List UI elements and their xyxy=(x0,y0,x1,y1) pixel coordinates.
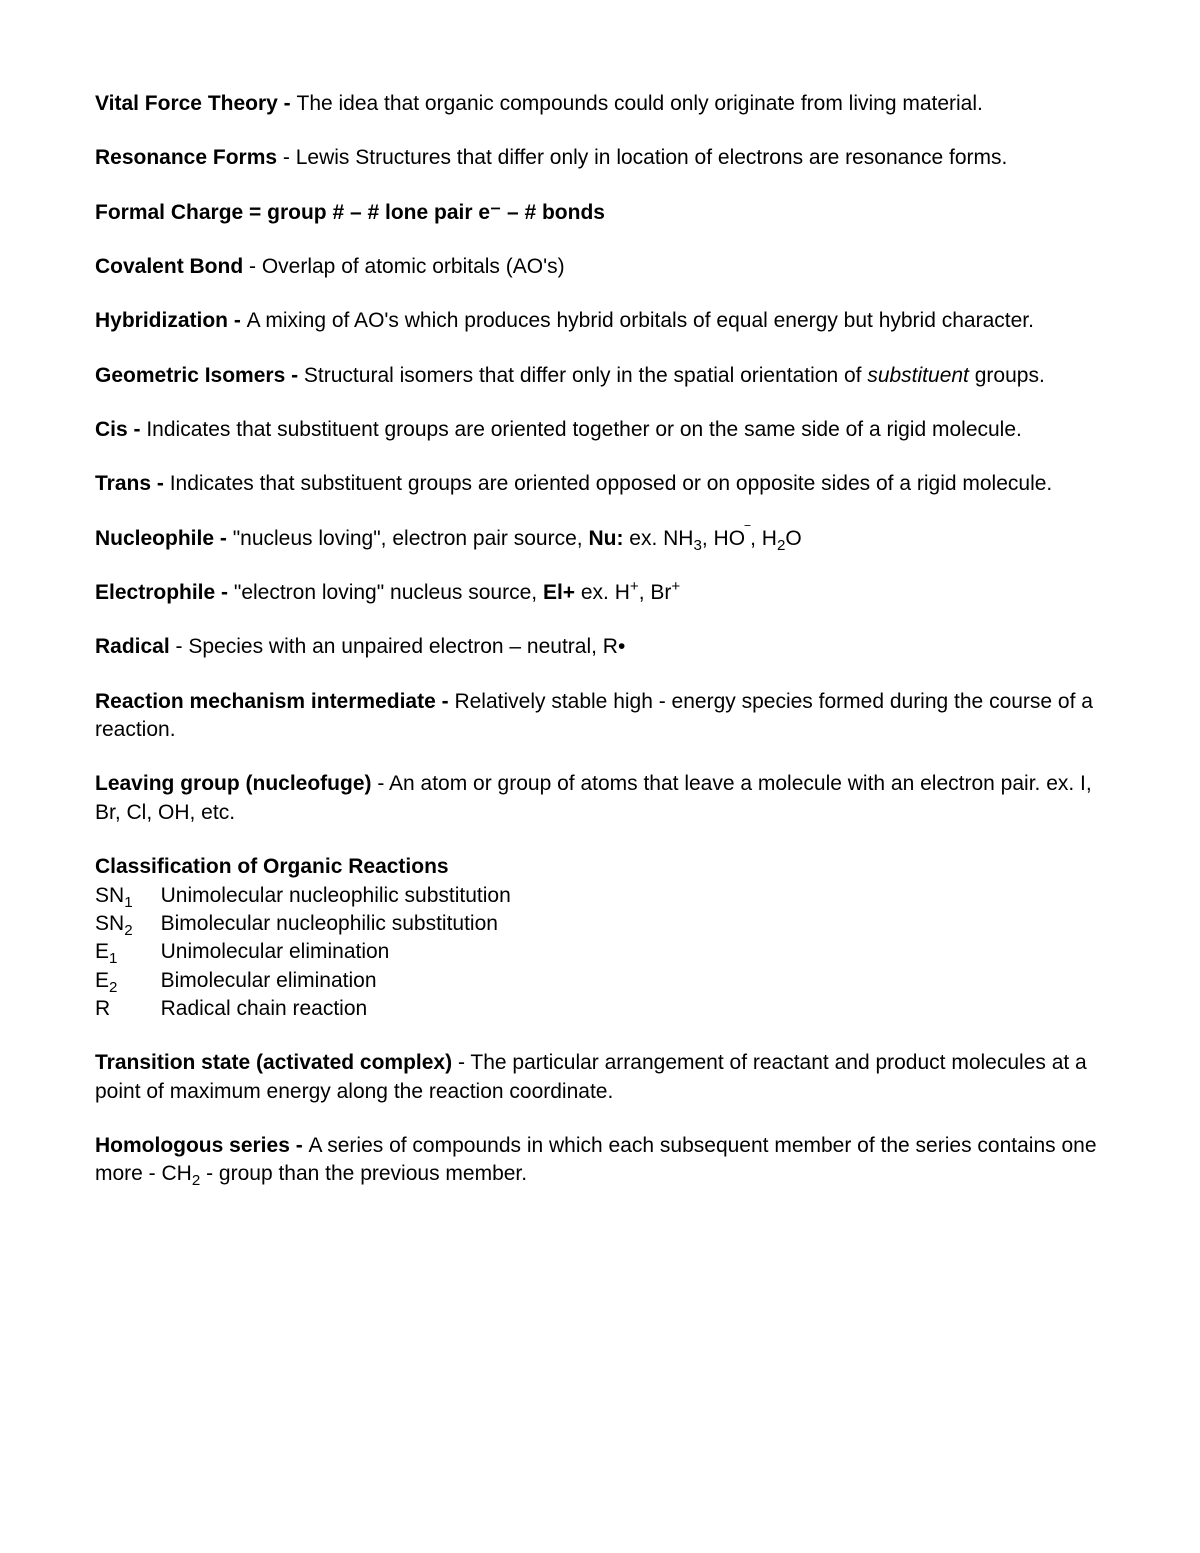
classification-desc: Bimolecular nucleophilic substitution xyxy=(161,910,511,938)
term-radical: Radical xyxy=(95,635,170,658)
entry-cis: Cis - Indicates that substituent groups … xyxy=(95,416,1105,444)
term-hybridization: Hybridization - xyxy=(95,309,247,332)
entry-vital-force: Vital Force Theory - The idea that organ… xyxy=(95,90,1105,118)
entry-homologous: Homologous series - A series of compound… xyxy=(95,1132,1105,1189)
el-symbol: El+ xyxy=(543,581,575,604)
term-electrophile: Electrophile - xyxy=(95,581,234,604)
entry-hybridization: Hybridization - A mixing of AO's which p… xyxy=(95,307,1105,335)
entry-nucleophile: Nucleophile - "nucleus loving", electron… xyxy=(95,525,1105,553)
sub-ch2: 2 xyxy=(192,1172,200,1189)
def-cis: Indicates that substituent groups are or… xyxy=(146,418,1022,441)
term-vital-force: Vital Force Theory - xyxy=(95,92,297,115)
classification-code: R xyxy=(95,995,161,1023)
def-geometric-after: groups. xyxy=(969,364,1045,387)
nu-symbol: Nu: xyxy=(588,527,623,550)
classification-code: E2 xyxy=(95,967,161,995)
sup-brplus: + xyxy=(671,578,680,595)
classification-title: Classification of Organic Reactions xyxy=(95,853,1105,881)
def-trans: Indicates that substituent groups are or… xyxy=(170,472,1053,495)
entry-trans: Trans - Indicates that substituent group… xyxy=(95,470,1105,498)
entry-covalent: Covalent Bond - Overlap of atomic orbita… xyxy=(95,253,1105,281)
document-page: Vital Force Theory - The idea that organ… xyxy=(0,0,1200,1553)
term-mechanism: Reaction mechanism intermediate - xyxy=(95,690,454,713)
term-geometric: Geometric Isomers - xyxy=(95,364,304,387)
term-trans: Trans - xyxy=(95,472,170,495)
entry-geometric: Geometric Isomers - Structural isomers t… xyxy=(95,362,1105,390)
sub-nh3: 3 xyxy=(693,537,701,554)
entry-resonance: Resonance Forms - Lewis Structures that … xyxy=(95,144,1105,172)
entry-formal-charge: Formal Charge = group # – # lone pair e⁻… xyxy=(95,199,1105,227)
def-nucleophile-5: O xyxy=(785,527,801,550)
def-nucleophile-1: "nucleus loving", electron pair source, xyxy=(233,527,589,550)
def-electrophile-2: ex. H xyxy=(575,581,630,604)
entry-classification: Classification of Organic Reactions SN1U… xyxy=(95,853,1105,1023)
def-homologous-after: - group than the previous member. xyxy=(200,1162,527,1185)
sup-hplus: + xyxy=(630,578,639,595)
def-radical: - Species with an unpaired electron – ne… xyxy=(170,635,626,658)
def-nucleophile-3: , HO xyxy=(702,527,745,550)
classification-row: E2Bimolecular elimination xyxy=(95,967,511,995)
def-vital-force: The idea that organic compounds could on… xyxy=(297,92,983,115)
def-geometric-before: Structural isomers that differ only in t… xyxy=(304,364,867,387)
term-transition: Transition state (activated complex) xyxy=(95,1051,452,1074)
entry-leaving: Leaving group (nucleofuge) - An atom or … xyxy=(95,770,1105,827)
classification-desc: Radical chain reaction xyxy=(161,995,511,1023)
classification-table: SN1Unimolecular nucleophilic substitutio… xyxy=(95,882,511,1024)
term-homologous: Homologous series - xyxy=(95,1134,309,1157)
term-leaving: Leaving group (nucleofuge) xyxy=(95,772,372,795)
def-nucleophile-4: , H xyxy=(750,527,777,550)
term-cis: Cis - xyxy=(95,418,146,441)
def-covalent: - Overlap of atomic orbitals (AO's) xyxy=(243,255,564,278)
def-electrophile-3: , Br xyxy=(639,581,672,604)
term-resonance: Resonance Forms xyxy=(95,146,277,169)
term-nucleophile: Nucleophile - xyxy=(95,527,233,550)
def-geometric-italic: substituent xyxy=(867,364,969,387)
entry-mechanism: Reaction mechanism intermediate - Relati… xyxy=(95,688,1105,745)
classification-code: SN2 xyxy=(95,910,161,938)
classification-desc: Unimolecular nucleophilic substitution xyxy=(161,882,511,910)
classification-desc: Bimolecular elimination xyxy=(161,967,511,995)
formula-formal-charge: Formal Charge = group # – # lone pair e⁻… xyxy=(95,201,605,224)
entry-electrophile: Electrophile - "electron loving" nucleus… xyxy=(95,579,1105,607)
classification-row: E1Unimolecular elimination xyxy=(95,938,511,966)
classification-code: E1 xyxy=(95,938,161,966)
entry-transition: Transition state (activated complex) - T… xyxy=(95,1049,1105,1106)
classification-row: SN2Bimolecular nucleophilic substitution xyxy=(95,910,511,938)
classification-desc: Unimolecular elimination xyxy=(161,938,511,966)
classification-row: RRadical chain reaction xyxy=(95,995,511,1023)
entry-radical: Radical - Species with an unpaired elect… xyxy=(95,633,1105,661)
def-nucleophile-2: ex. NH xyxy=(623,527,693,550)
classification-code: SN1 xyxy=(95,882,161,910)
def-hybridization: A mixing of AO's which produces hybrid o… xyxy=(247,309,1034,332)
term-covalent: Covalent Bond xyxy=(95,255,243,278)
classification-row: SN1Unimolecular nucleophilic substitutio… xyxy=(95,882,511,910)
def-resonance: - Lewis Structures that differ only in l… xyxy=(277,146,1007,169)
def-electrophile-1: "electron loving" nucleus source, xyxy=(234,581,543,604)
